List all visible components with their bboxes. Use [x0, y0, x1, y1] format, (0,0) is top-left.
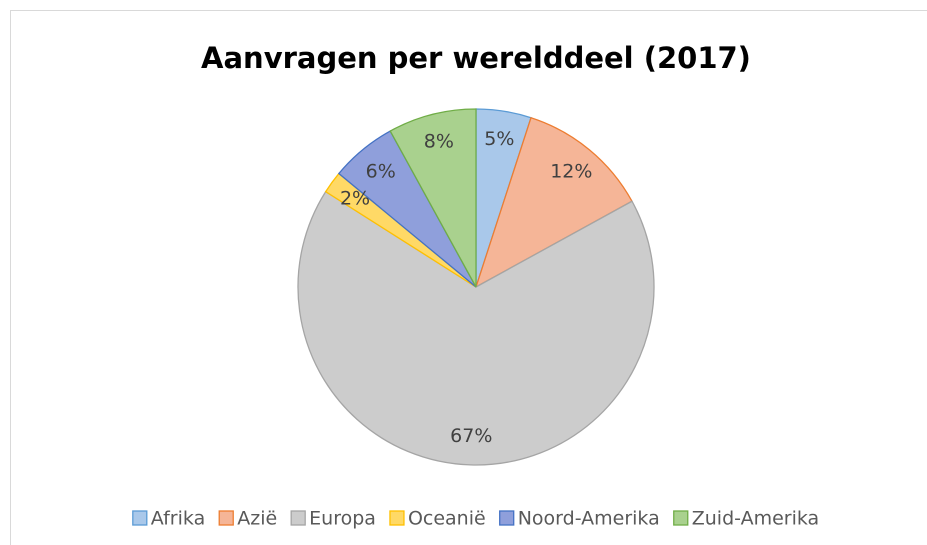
- data-label: 2%: [340, 188, 370, 210]
- legend-swatch: [389, 510, 405, 526]
- legend-label: Afrika: [151, 508, 205, 530]
- legend-swatch: [218, 510, 234, 526]
- pie-slice: [474, 116, 633, 289]
- data-label: 6%: [366, 160, 396, 182]
- data-label: 8%: [424, 131, 454, 153]
- legend-swatch: [132, 510, 148, 526]
- legend-swatch: [290, 510, 306, 526]
- legend-label: Oceanië: [408, 508, 486, 530]
- data-label: 67%: [450, 425, 492, 447]
- legend-swatch: [499, 510, 515, 526]
- legend-label: Zuid-Amerika: [692, 508, 819, 530]
- data-label: 5%: [484, 128, 514, 150]
- legend-label: Azië: [237, 508, 277, 530]
- legend-swatch: [673, 510, 689, 526]
- legend-label: Noord-Amerika: [518, 508, 660, 530]
- legend-label: Europa: [309, 508, 376, 530]
- data-label: 12%: [550, 160, 592, 182]
- chart-title: Aanvragen per werelddeel (2017): [201, 41, 751, 75]
- pie-slice: [297, 190, 655, 466]
- pie-slice: [389, 108, 477, 288]
